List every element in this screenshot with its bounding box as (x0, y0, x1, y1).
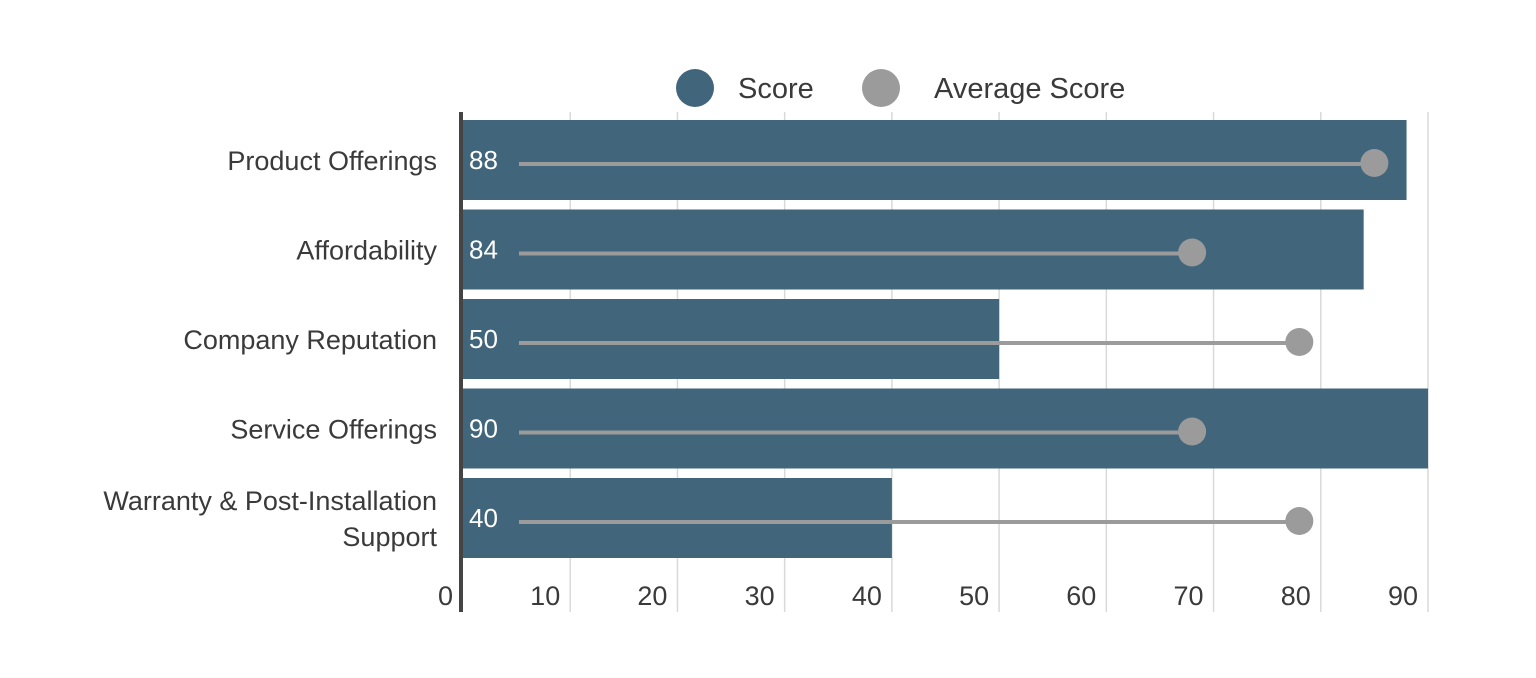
category-label: Company Reputation (183, 325, 437, 355)
score-value-label: 88 (469, 145, 498, 175)
x-tick-label: 20 (637, 581, 667, 611)
score-value-label: 90 (469, 414, 498, 444)
x-tick-label: 30 (745, 581, 775, 611)
legend: Score Average Score (676, 69, 1125, 107)
x-axis-ticks: 0 10 20 30 40 50 60 70 80 90 (438, 581, 1418, 611)
category-labels: Product Offerings Affordability Company Re… (103, 146, 437, 552)
score-value-label: 50 (469, 324, 498, 354)
average-point (1178, 417, 1207, 446)
data-labels: 88 84 50 90 40 (469, 145, 498, 533)
category-label: Service Offerings (230, 415, 437, 445)
x-tick-label: 90 (1388, 581, 1418, 611)
average-point (1178, 238, 1207, 267)
category-label: Product Offerings (227, 146, 437, 176)
x-tick-label: 50 (959, 581, 989, 611)
score-value-label: 84 (469, 235, 498, 265)
legend-swatch (862, 69, 900, 107)
score-bar (463, 388, 1428, 469)
x-tick-label: 0 (438, 581, 453, 611)
score-bar (463, 209, 1364, 290)
x-tick-label: 40 (852, 581, 882, 611)
category-label: Affordability (296, 236, 437, 266)
score-bar (463, 120, 1407, 200)
average-markers (519, 149, 1389, 535)
legend-label: Average Score (934, 73, 1125, 105)
x-tick-label: 10 (530, 581, 560, 611)
category-label: Support (342, 522, 437, 552)
score-bar (463, 478, 892, 558)
legend-label: Score (738, 73, 814, 105)
average-point (1285, 507, 1314, 535)
average-point (1360, 149, 1389, 177)
score-value-label: 40 (469, 503, 498, 533)
x-tick-label: 70 (1174, 581, 1204, 611)
x-tick-label: 60 (1066, 581, 1096, 611)
average-point (1285, 328, 1314, 356)
x-tick-label: 80 (1281, 581, 1311, 611)
bars (463, 120, 1428, 558)
category-label: Warranty & Post-Installation (103, 486, 437, 516)
score-bar (463, 299, 1000, 379)
legend-swatch (676, 69, 714, 107)
